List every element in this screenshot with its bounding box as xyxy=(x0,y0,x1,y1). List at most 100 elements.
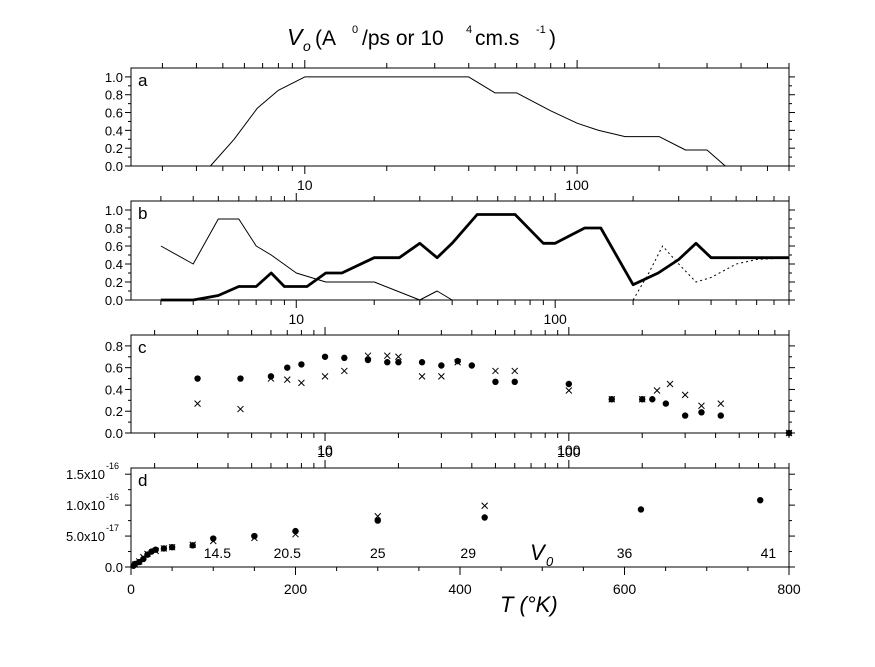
data-point-dot xyxy=(194,375,201,382)
series-line-thin xyxy=(160,218,453,301)
cross-stroke xyxy=(292,530,299,538)
data-point-cross xyxy=(492,367,499,375)
top-axis-label: 100 xyxy=(557,442,581,458)
data-point-cross xyxy=(298,379,305,387)
panel-label: b xyxy=(138,204,147,223)
cross-stroke xyxy=(383,352,391,360)
y-tick-label: 0.8 xyxy=(105,339,123,354)
title-unit-mid: /ps or 10 xyxy=(362,27,444,50)
panel-d: 0.05.0x10-171.0x10-161.5x10-160 200 400 600… xyxy=(66,442,801,597)
inner-v0-label: V xyxy=(530,540,547,565)
data-point-dot xyxy=(418,359,426,366)
y-tick-label: 0.2 xyxy=(105,275,123,290)
y-tick-label: 1.0 xyxy=(105,70,123,85)
data-point-cross xyxy=(340,367,348,375)
data-point-cross xyxy=(160,545,168,552)
data-point-dot xyxy=(284,364,291,371)
y-tick-label: 0.2 xyxy=(105,404,123,419)
v0-annotation: 14.5 xyxy=(204,545,231,561)
data-point-dot xyxy=(210,535,217,542)
data-point-cross xyxy=(511,367,519,375)
y-tick-exponent: -17 xyxy=(106,523,119,533)
data-point-dot xyxy=(649,396,656,403)
cross-stroke xyxy=(681,391,689,399)
data-point-dot xyxy=(757,496,764,504)
cross-stroke xyxy=(139,553,147,561)
data-point-cross xyxy=(131,561,139,568)
data-point-dot xyxy=(384,359,391,366)
v0-annotation: 36 xyxy=(617,545,633,561)
inner-v0-subscript: 0 xyxy=(546,554,554,569)
title-v-subscript: o xyxy=(303,38,311,54)
cross-stroke xyxy=(653,387,661,394)
cross-stroke xyxy=(283,376,291,383)
data-point-dot xyxy=(492,378,499,386)
plot-frame xyxy=(130,200,790,301)
y-tick-label: 0.8 xyxy=(105,221,123,236)
y-tick-label: 1.5x10 xyxy=(66,467,105,482)
y-tick-label: 0.4 xyxy=(105,257,123,272)
cross-stroke xyxy=(144,550,151,558)
y-tick-label: 0.0 xyxy=(105,159,123,174)
data-point-dot xyxy=(267,373,275,380)
y-tick-label: 0.4 xyxy=(105,382,123,397)
plot-frame xyxy=(130,67,790,167)
cross-stroke xyxy=(492,367,499,375)
y-tick-label: 0.4 xyxy=(105,123,123,138)
cross-stroke xyxy=(717,400,725,407)
data-point-cross xyxy=(209,537,217,545)
data-point-dot xyxy=(481,514,488,521)
data-point-dot xyxy=(292,527,299,535)
panel-label: c xyxy=(138,338,147,357)
y-tick-label: 0.6 xyxy=(105,106,123,121)
data-point-dot xyxy=(565,380,573,388)
title-close-paren: ) xyxy=(549,27,556,50)
data-point-cross xyxy=(698,402,705,410)
data-point-cross xyxy=(666,380,674,388)
series-line-dotted xyxy=(632,245,790,301)
data-point-cross xyxy=(383,352,391,360)
data-point-cross xyxy=(189,541,197,549)
cross-stroke xyxy=(298,379,305,387)
data-point-cross xyxy=(565,387,573,394)
title-exponent: 4 xyxy=(466,24,472,36)
data-point-dot xyxy=(321,353,329,360)
cross-stroke xyxy=(168,543,176,551)
cross-stroke xyxy=(160,545,168,552)
cross-stroke xyxy=(638,395,646,403)
data-point-dot xyxy=(438,362,445,369)
data-point-cross xyxy=(292,530,299,538)
y-tick-label: 0.2 xyxy=(105,141,123,156)
data-point-dot xyxy=(681,412,689,419)
y-tick-label: 0.6 xyxy=(105,361,123,376)
cross-stroke xyxy=(237,405,244,413)
data-point-dot xyxy=(298,361,305,368)
data-point-dot xyxy=(152,546,159,553)
data-point-dot xyxy=(698,409,705,416)
cross-stroke xyxy=(608,395,616,403)
data-point-cross xyxy=(283,376,291,383)
data-point-dot xyxy=(140,555,147,563)
y-tick-label: 0.6 xyxy=(105,239,123,254)
data-point-cross xyxy=(168,543,176,551)
data-point-cross xyxy=(481,502,489,510)
cross-stroke xyxy=(189,541,197,549)
series-line-a xyxy=(210,76,726,167)
data-point-dot xyxy=(374,517,381,524)
data-point-dot xyxy=(662,400,670,407)
v0-annotation: 29 xyxy=(460,545,476,561)
x-tick-label: 800 xyxy=(777,581,801,597)
cross-stroke xyxy=(251,534,258,542)
series-line-thick xyxy=(160,213,789,302)
data-point-dot xyxy=(341,354,348,362)
cross-stroke xyxy=(565,387,573,394)
panel-label: d xyxy=(138,471,147,490)
chart-panels: 0.00.20.40.60.81.010 100a0.00.20.40.60.81… xyxy=(66,60,801,597)
data-point-cross xyxy=(717,400,725,407)
data-point-cross xyxy=(144,550,151,558)
v0-annotation: 41 xyxy=(761,545,777,561)
data-point-cross xyxy=(653,387,661,394)
data-point-cross xyxy=(608,395,616,403)
cross-stroke xyxy=(785,429,793,437)
